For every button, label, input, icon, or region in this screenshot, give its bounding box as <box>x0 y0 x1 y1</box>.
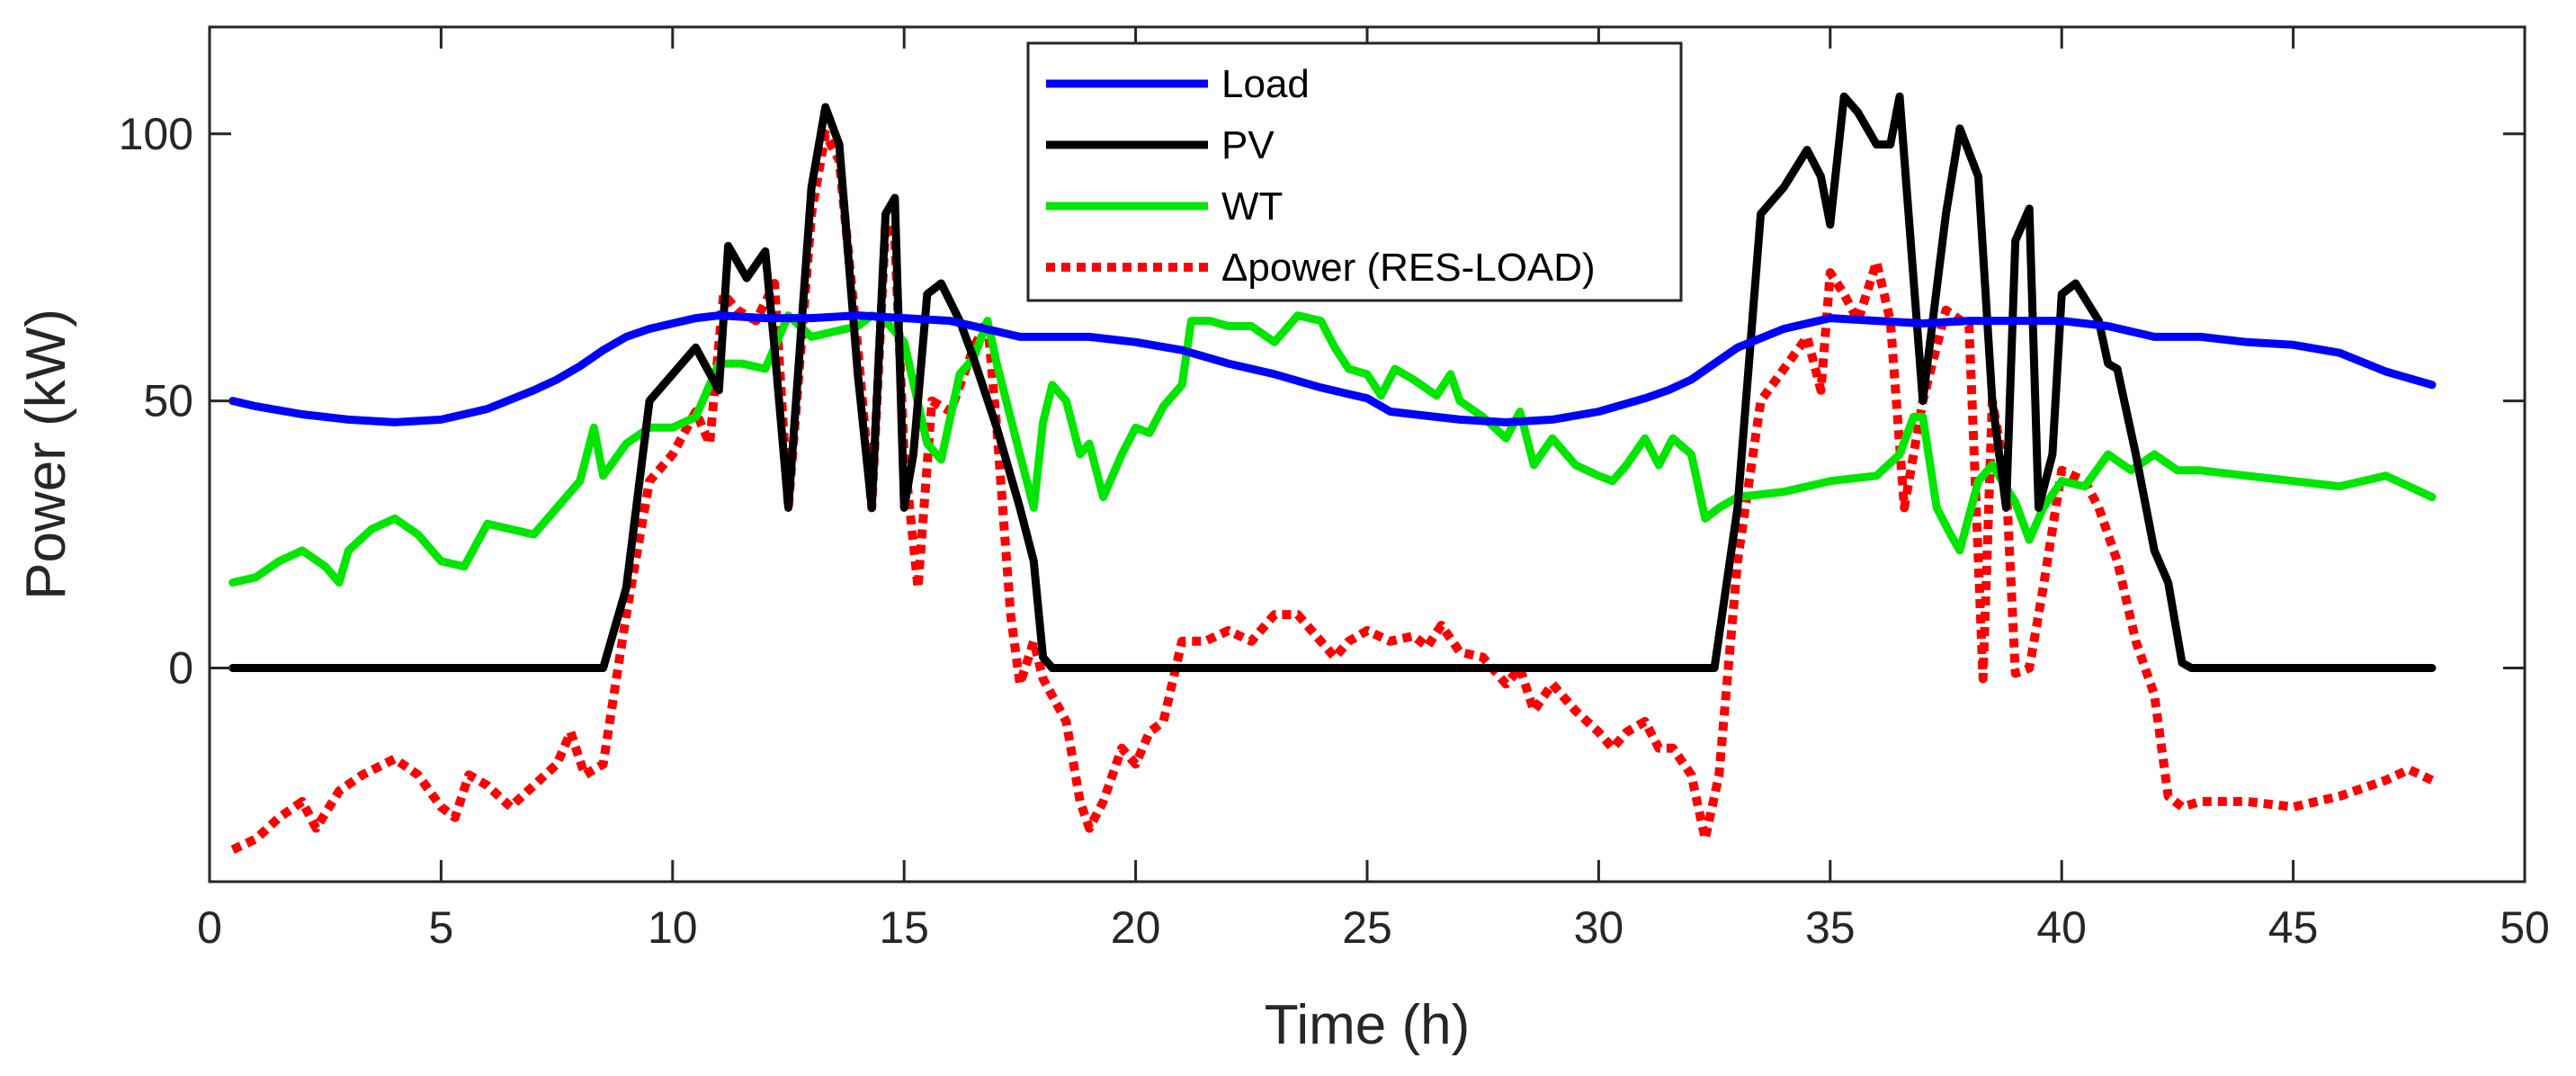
series-layer <box>228 92 2437 854</box>
legend-label-pv: PV <box>1221 123 1275 167</box>
y-tick-label: 100 <box>119 109 193 159</box>
legend: Load PV WT Δpower (RES-LOAD) <box>1026 41 1683 302</box>
x-tick-label: 30 <box>1574 902 1624 953</box>
legend-label-delta-power: Δpower (RES-LOAD) <box>1221 246 1596 290</box>
x-tick-label: 50 <box>2500 902 2550 953</box>
tick-layer: 0 5 10 15 20 25 30 35 40 45 50 0 50 100 <box>119 27 2550 953</box>
x-tick-label: 15 <box>879 902 929 953</box>
x-axis-label: Time (h) <box>1265 994 1470 1056</box>
x-tick-label: 40 <box>2036 902 2087 953</box>
x-tick-label: 20 <box>1111 902 1161 953</box>
x-tick-label: 35 <box>1805 902 1856 953</box>
series-line-wt <box>228 311 2437 587</box>
y-tick-label: 0 <box>168 643 193 694</box>
y-axis-label: Power (kW) <box>15 309 77 600</box>
x-tick-label: 10 <box>648 902 698 953</box>
x-tick-label: 45 <box>2268 902 2319 953</box>
x-tick-label: 25 <box>1342 902 1392 953</box>
legend-label-wt: WT <box>1221 184 1283 229</box>
series-line-load <box>228 311 2437 426</box>
x-tick-label: 5 <box>428 902 453 953</box>
y-tick-label: 50 <box>143 376 193 426</box>
legend-label-load: Load <box>1221 62 1310 106</box>
series-line-pv <box>228 92 2437 672</box>
x-tick-label: 0 <box>197 902 222 953</box>
series-line-delta-power <box>230 129 2435 854</box>
